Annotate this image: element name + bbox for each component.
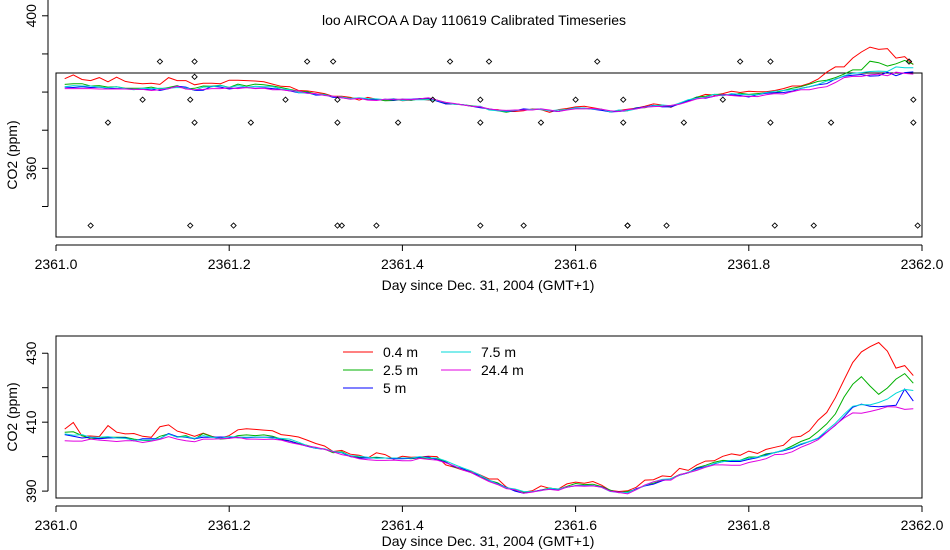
- calibration-point: [594, 58, 601, 65]
- calibration-point: [680, 119, 688, 126]
- x-tick-label: 2362.0: [901, 517, 944, 533]
- calibration-point: [767, 119, 774, 126]
- calibration-point: [624, 222, 631, 229]
- x-tick-label: 2361.4: [381, 256, 424, 272]
- y-tick-label: 360: [23, 156, 39, 180]
- calibration-point: [477, 96, 484, 103]
- y-axis-label: CO2 (ppm): [4, 382, 20, 451]
- series-line-7-5m: [64, 388, 914, 493]
- calibration-point: [429, 96, 436, 103]
- calibration-point: [663, 222, 670, 229]
- calibration-point: [247, 119, 255, 126]
- legend-label: 2.5 m: [383, 362, 418, 378]
- x-tick-label: 2361.4: [381, 517, 424, 533]
- y-tick-label: 390: [23, 479, 39, 503]
- calibration-point: [537, 119, 545, 126]
- calibration-point: [191, 119, 198, 126]
- calibration-point: [477, 222, 484, 229]
- x-tick-label: 2361.2: [208, 517, 251, 533]
- figure-title: loo AIRCOA A Day 110619 Calibrated Times…: [322, 12, 626, 28]
- calibration-point: [338, 222, 346, 229]
- legend-label: 7.5 m: [481, 344, 516, 360]
- calibration-point: [446, 58, 454, 65]
- calibration-point: [230, 222, 237, 229]
- calibration-point: [477, 119, 484, 126]
- calibration-point: [334, 222, 341, 229]
- plot-frame: [55, 72, 923, 238]
- calibration-point: [624, 222, 631, 229]
- calibration-point: [619, 119, 627, 126]
- calibration-point: [329, 58, 337, 65]
- calibration-point: [827, 119, 835, 126]
- calibration-point: [736, 58, 744, 65]
- x-tick-label: 2361.0: [35, 517, 78, 533]
- calibration-point: [87, 222, 94, 229]
- calibration-point: [719, 96, 727, 103]
- series-line-24-4m: [64, 406, 914, 495]
- legend-label: 5 m: [383, 380, 406, 396]
- series-line-5m: [64, 71, 914, 113]
- y-axis-label: CO2 (ppm): [4, 120, 20, 189]
- x-tick-label: 2361.2: [208, 256, 251, 272]
- x-axis-label: Day since Dec. 31, 2004 (GMT+1): [382, 533, 595, 549]
- x-tick-label: 2361.0: [35, 256, 78, 272]
- legend: 0.4 m 2.5 m 5 m 7.5 m 24.4 m: [343, 344, 524, 396]
- calibration-point: [139, 96, 146, 103]
- top-panel-chart: 2361.0 2361.2 2361.4 2361.6 2361.8 2362.0 Day …: [4, 0, 944, 293]
- x-tick-label: 2361.6: [554, 256, 597, 272]
- series-line-2-5m: [64, 372, 914, 494]
- calibration-point: [905, 58, 913, 65]
- y-tick-label: 410: [23, 410, 39, 434]
- y-tick-label: 400: [23, 4, 39, 28]
- legend-label: 24.4 m: [481, 362, 524, 378]
- calibration-point: [186, 222, 194, 229]
- y-tick-label: 430: [23, 341, 39, 365]
- calibration-point: [334, 96, 341, 103]
- x-tick-label: 2361.8: [727, 256, 770, 272]
- calibration-point: [619, 96, 627, 103]
- calibration-point: [186, 96, 194, 103]
- calibration-point: [282, 96, 289, 103]
- calibration-point: [334, 119, 341, 126]
- calibration-point: [810, 222, 817, 229]
- x-tick-label: 2361.6: [554, 517, 597, 533]
- series-line-7-5m: [64, 66, 914, 113]
- calibration-point: [394, 119, 402, 126]
- calibration-point: [303, 58, 311, 65]
- bottom-panel-chart: 2361.0 2361.2 2361.4 2361.6 2361.8 2362.0 Day …: [4, 335, 944, 549]
- plot-frame: [55, 335, 923, 499]
- calibration-point: [767, 58, 774, 65]
- series-line-2-5m: [64, 59, 914, 113]
- calibration-point: [373, 222, 380, 229]
- calibration-point: [771, 222, 779, 229]
- calibration-point: [156, 58, 164, 65]
- calibration-point: [914, 222, 921, 229]
- calibration-point: [191, 73, 198, 81]
- calibration-point: [572, 96, 579, 103]
- x-axis-label: Day since Dec. 31, 2004 (GMT+1): [382, 277, 595, 293]
- calibration-point: [520, 222, 527, 229]
- calibration-point: [910, 96, 917, 103]
- calibration-point: [104, 119, 112, 126]
- calibration-point: [191, 58, 198, 65]
- x-tick-label: 2362.0: [901, 256, 944, 272]
- x-tick-label: 2361.8: [727, 517, 770, 533]
- legend-label: 0.4 m: [383, 344, 418, 360]
- calibration-point: [485, 58, 493, 65]
- series-line-0-4m: [64, 46, 914, 113]
- series-line-24-4m: [64, 71, 914, 113]
- calibration-point: [910, 119, 917, 126]
